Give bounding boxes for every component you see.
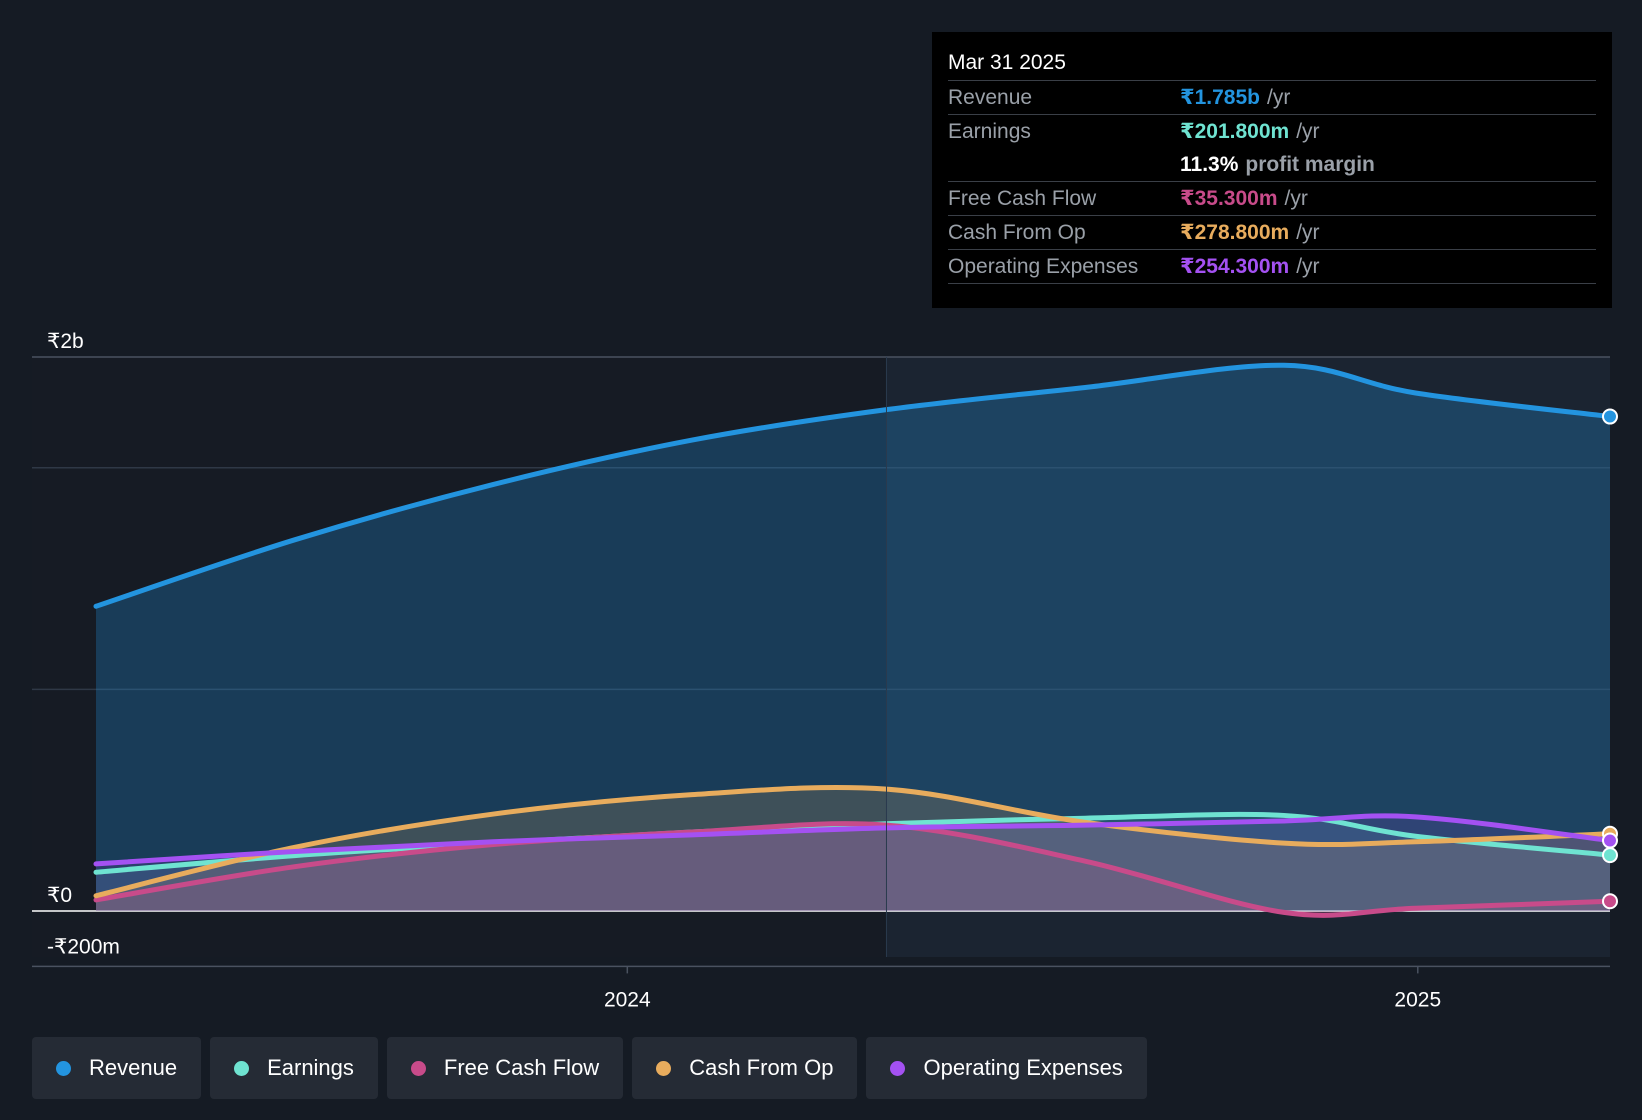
x-tick-label: 2025	[1394, 988, 1441, 1011]
tooltip-row-free-cash-flow: Free Cash Flow ₹35.300m /yr	[948, 182, 1596, 216]
tooltip-row-cash-from-op: Cash From Op ₹278.800m /yr	[948, 216, 1596, 250]
revenue-end-point	[1602, 408, 1618, 425]
y-tick-label: -₹200m	[47, 935, 120, 958]
legend-label: Revenue	[89, 1055, 178, 1080]
end-markers	[1602, 408, 1618, 910]
tooltip-unit: /yr	[1284, 187, 1308, 210]
tooltip-value: ₹1.785b	[1180, 86, 1260, 109]
profit-margin-value: 11.3%	[1180, 153, 1239, 176]
axis-labels: ₹2b ₹0 -₹200m 2024 2025	[47, 330, 1441, 1011]
legend-dot-icon	[656, 1060, 672, 1076]
tooltip-label: Earnings	[948, 120, 1031, 143]
legend-item-cash-from-op[interactable]: Cash From Op	[632, 1037, 858, 1099]
legend-item-operating-expenses[interactable]: Operating Expenses	[866, 1037, 1147, 1099]
revenue-line	[93, 362, 1613, 609]
tooltip-label: Free Cash Flow	[948, 187, 1097, 210]
free-cash-flow-line	[93, 821, 1613, 918]
operating-expenses-end-point	[1602, 832, 1618, 849]
tooltip-value: ₹254.300m	[1180, 255, 1290, 278]
legend-item-free-cash-flow[interactable]: Free Cash Flow	[386, 1037, 624, 1099]
tooltip-value: ₹201.800m	[1180, 120, 1290, 143]
tooltip-unit: /yr	[1296, 120, 1320, 143]
legend-label: Earnings	[267, 1055, 354, 1080]
legend-label: Cash From Op	[689, 1055, 834, 1080]
tooltip-date: Mar 31 2025	[948, 46, 1596, 81]
tooltip-unit: /yr	[1267, 86, 1291, 109]
highlight-band	[886, 357, 1610, 957]
tooltip-label-empty	[948, 148, 1180, 181]
cash-from-op-line	[93, 784, 1613, 899]
tooltip-row-earnings: Earnings ₹201.800m /yr	[948, 115, 1596, 148]
tooltip-row-operating-expenses: Operating Expenses ₹254.300m /yr	[948, 250, 1596, 284]
series-lines	[93, 362, 1613, 918]
legend: Revenue Earnings Free Cash Flow Cash Fro…	[32, 1037, 1147, 1099]
free-cash-flow-end-point	[1602, 893, 1618, 910]
legend-item-earnings[interactable]: Earnings	[210, 1037, 378, 1099]
x-tick-label: 2024	[604, 988, 651, 1011]
tooltip-unit: /yr	[1296, 255, 1320, 278]
tooltip-value: ₹278.800m	[1180, 221, 1290, 244]
tooltip-row-revenue: Revenue ₹1.785b /yr	[948, 81, 1596, 115]
y-tick-label: ₹0	[47, 884, 72, 907]
tooltip-label: Operating Expenses	[948, 255, 1139, 278]
tooltip-unit: /yr	[1296, 221, 1320, 244]
legend-dot-icon	[234, 1060, 250, 1076]
revenue-area	[96, 365, 1610, 911]
tooltip: Mar 31 2025 Revenue ₹1.785b /yr Earnings…	[932, 32, 1612, 308]
legend-dot-icon	[890, 1060, 906, 1076]
y-tick-label: ₹2b	[47, 330, 84, 353]
legend-label: Free Cash Flow	[443, 1055, 600, 1080]
profit-margin-label: profit margin	[1245, 153, 1375, 176]
legend-item-revenue[interactable]: Revenue	[32, 1037, 202, 1099]
tooltip-value: ₹35.300m	[1180, 187, 1278, 210]
operating-expenses-line	[93, 813, 1613, 867]
gridlines	[32, 356, 1610, 968]
tooltip-row-profit-margin: 11.3% profit margin	[948, 148, 1596, 182]
tooltip-label: Revenue	[948, 86, 1033, 109]
legend-dot-icon	[410, 1060, 426, 1076]
chart: ₹2b ₹0 -₹200m 2024 2025	[32, 330, 1618, 1011]
earnings-end-point	[1602, 847, 1618, 864]
legend-label: Operating Expenses	[923, 1055, 1123, 1080]
legend-dot-icon	[56, 1060, 71, 1076]
tooltip-label: Cash From Op	[948, 221, 1086, 244]
series-areas	[96, 365, 1610, 916]
